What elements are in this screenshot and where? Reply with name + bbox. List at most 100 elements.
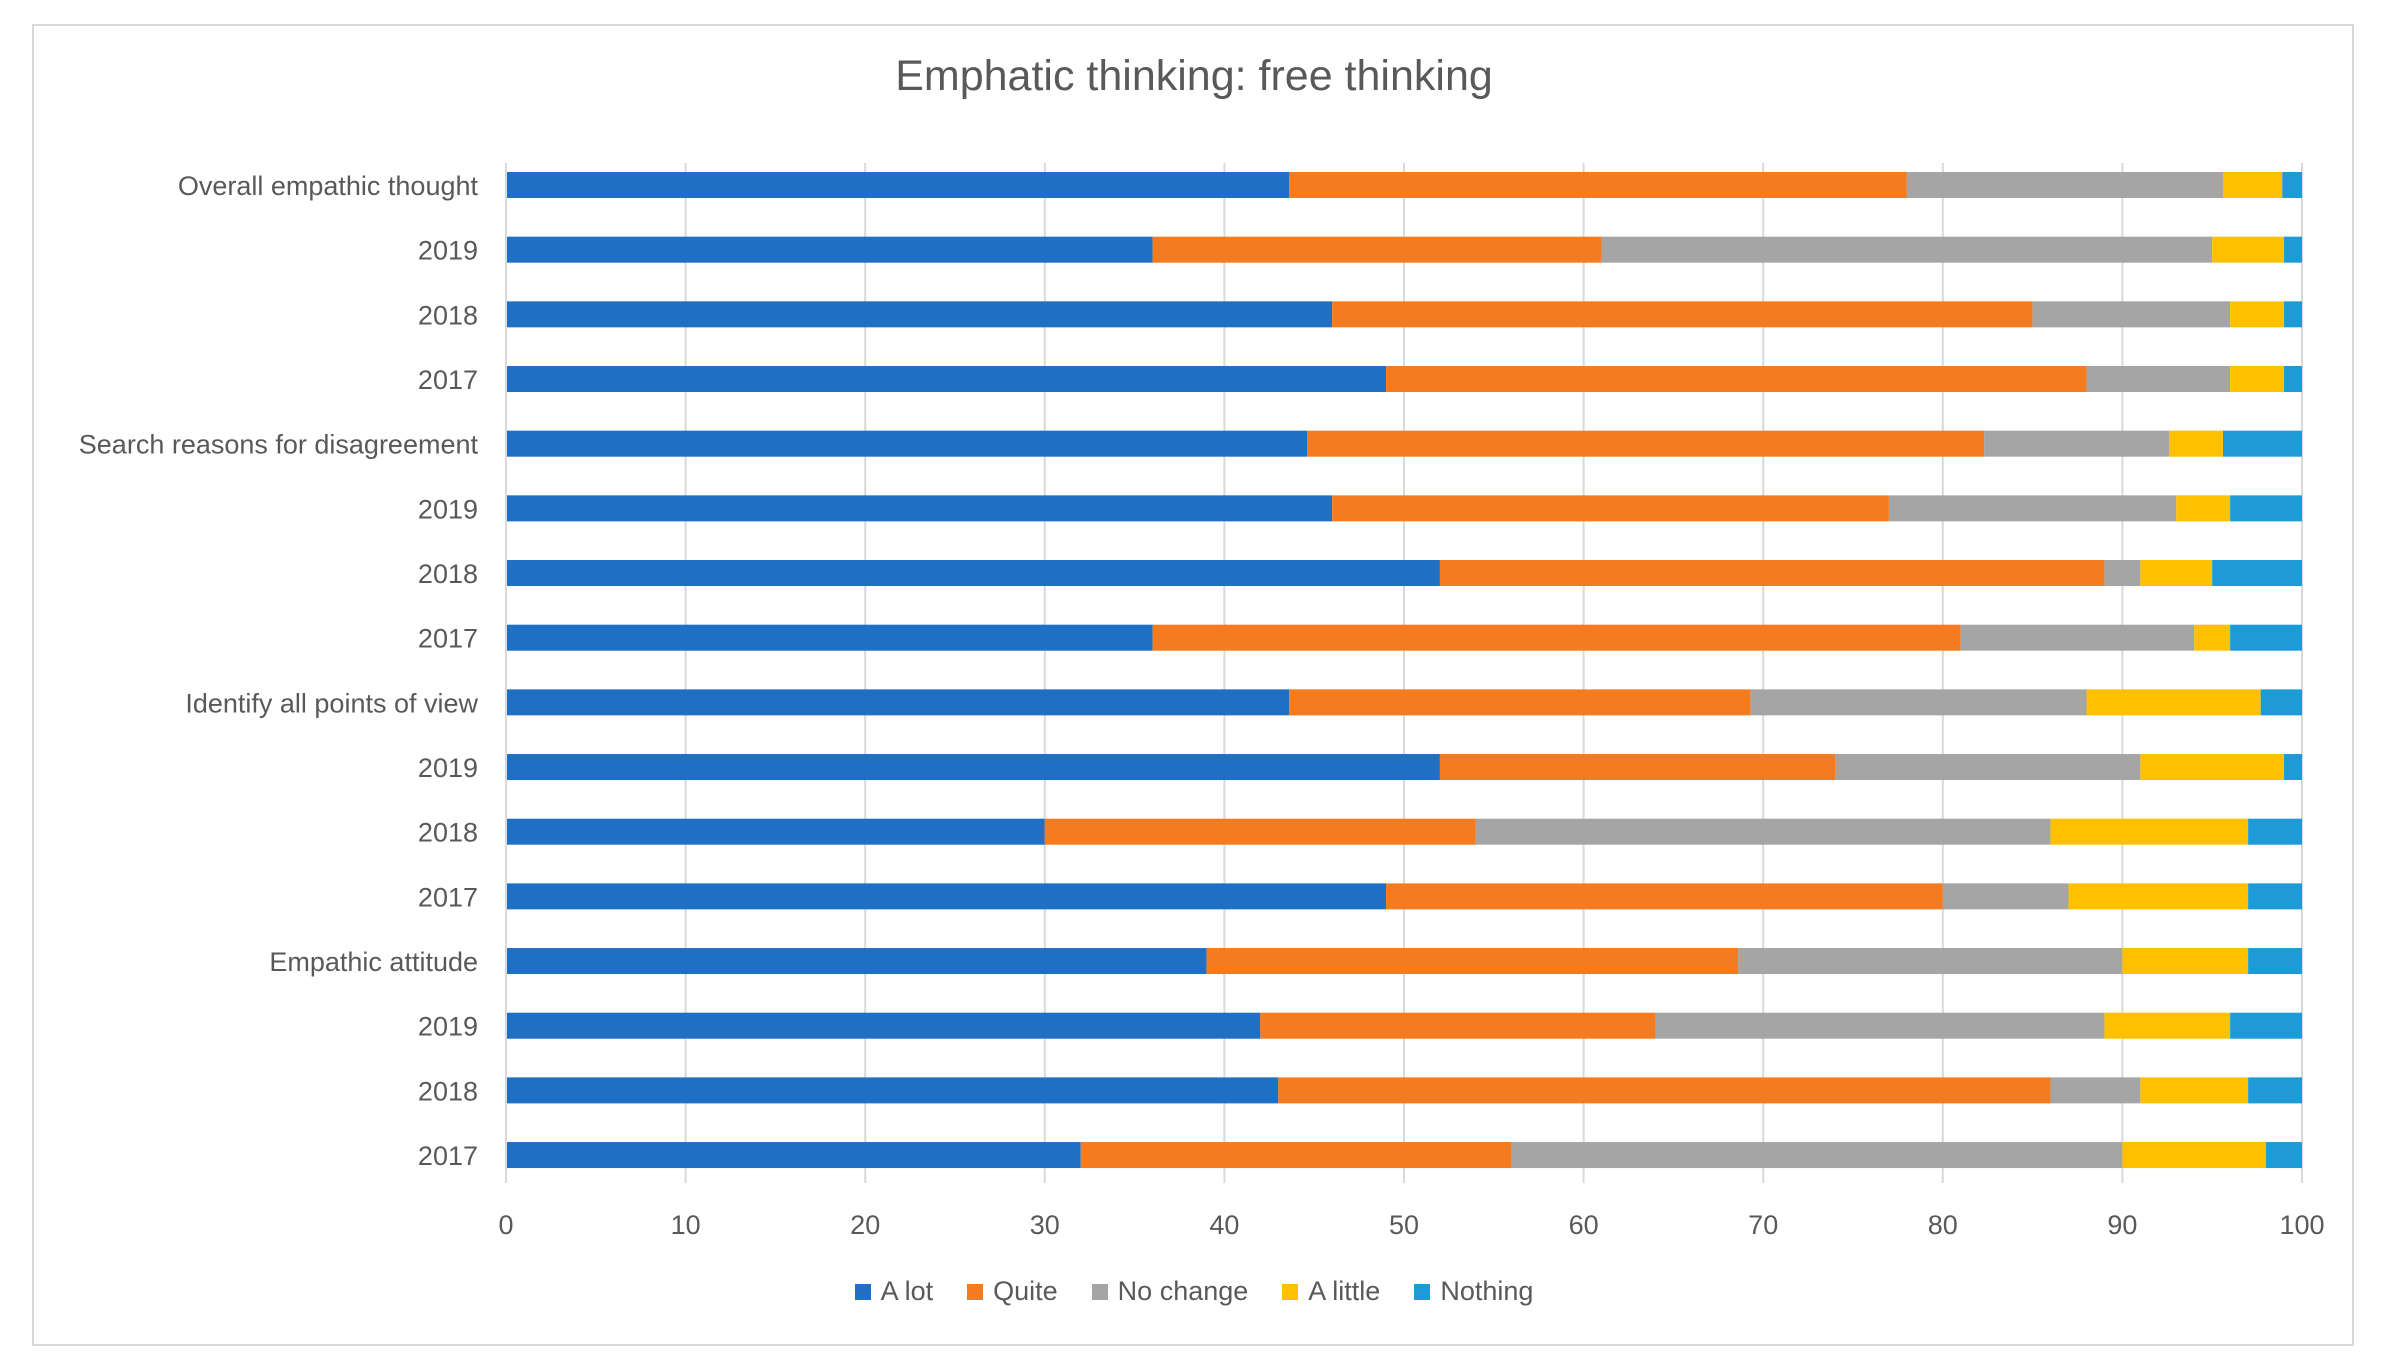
category-label: 2018 xyxy=(418,300,478,330)
x-tick-label: 20 xyxy=(850,1210,880,1240)
bar-segment-no-change xyxy=(1511,1142,2123,1169)
bar-segment-quite xyxy=(1439,560,2105,587)
bar-segment-nothing xyxy=(2248,818,2302,845)
bar-segment-nothing xyxy=(2222,430,2302,457)
bar-segment-no-change xyxy=(2086,366,2231,393)
legend-swatch xyxy=(854,1283,871,1300)
category-label: Identify all points of view xyxy=(185,688,478,718)
x-tick-label: 70 xyxy=(1748,1210,1778,1240)
bar-segment-a-lot xyxy=(506,1077,1279,1104)
legend-item: Quite xyxy=(967,1276,1058,1307)
legend-label: No change xyxy=(1117,1276,1249,1306)
axes: 0 10 20 30 40 50 60 70 80 90 100 Overall empathic t… xyxy=(79,163,2325,1240)
legend: A lot Quite No change A little Nothing xyxy=(0,1276,2388,1307)
bar-segment-a-lot xyxy=(506,818,1045,845)
category-label: 2017 xyxy=(418,624,478,654)
bar-segment-a-little xyxy=(2230,366,2285,393)
bar-segment-nothing xyxy=(2212,560,2302,587)
bar-segment-quite xyxy=(1386,883,1943,910)
bar-segment-a-little xyxy=(2212,236,2285,263)
category-label: 2018 xyxy=(418,818,478,848)
bar-segment-a-little xyxy=(2176,495,2231,522)
bar-segment-no-change xyxy=(1601,236,2213,263)
bar-segment-a-lot xyxy=(506,301,1333,328)
category-label: Search reasons for disagreement xyxy=(79,430,479,460)
bar-segment-quite xyxy=(1289,689,1751,716)
bar-segment-no-change xyxy=(1984,430,2170,457)
bar-segment-a-lot xyxy=(506,948,1207,975)
legend-swatch xyxy=(1091,1283,1108,1300)
bar-segment-quite xyxy=(1152,624,1961,651)
legend-swatch xyxy=(1414,1283,1431,1300)
bar-segment-a-little xyxy=(2068,883,2249,910)
bar-segment-no-change xyxy=(2032,301,2231,328)
legend-item: No change xyxy=(1091,1276,1249,1307)
x-tick-label: 30 xyxy=(1030,1210,1060,1240)
bar-segment-a-lot xyxy=(506,495,1333,522)
x-tick-label: 80 xyxy=(1928,1210,1958,1240)
bar-segment-quite xyxy=(1307,430,1985,457)
x-tick-label: 60 xyxy=(1569,1210,1599,1240)
category-label: 2019 xyxy=(418,236,478,266)
category-label: 2017 xyxy=(418,1141,478,1171)
bar-segment-nothing xyxy=(2266,1142,2302,1169)
bar-segment-a-lot xyxy=(506,689,1290,716)
bar-segment-a-little xyxy=(2169,430,2223,457)
bar-segment-no-change xyxy=(2050,1077,2141,1104)
bar-segment-a-lot xyxy=(506,754,1440,781)
x-tick-label: 40 xyxy=(1209,1210,1239,1240)
bar-segment-a-little xyxy=(2104,1012,2231,1039)
bar-segment-nothing xyxy=(2284,754,2302,781)
legend-label: Quite xyxy=(993,1276,1058,1306)
bar-segment-no-change xyxy=(1750,689,2087,716)
category-label: 2019 xyxy=(418,494,478,524)
bar-segment-a-lot xyxy=(506,560,1440,587)
bar-segment-nothing xyxy=(2248,948,2302,975)
bar-segment-quite xyxy=(1152,236,1602,263)
legend-item: A lot xyxy=(854,1276,933,1307)
bar-segment-a-little xyxy=(2050,818,2249,845)
legend-item: A little xyxy=(1282,1276,1380,1307)
category-label: Overall empathic thought xyxy=(178,171,479,201)
bar-segment-a-little xyxy=(2140,560,2213,587)
bar-segment-nothing xyxy=(2282,172,2302,198)
x-tick-label: 10 xyxy=(671,1210,701,1240)
bar-segment-no-change xyxy=(1475,818,2051,845)
bar-segment-no-change xyxy=(1942,883,2069,910)
bar-segment-no-change xyxy=(1906,172,2223,198)
bar-segment-quite xyxy=(1080,1142,1512,1169)
bar-segment-a-lot xyxy=(506,1012,1261,1039)
bar-segment-quite xyxy=(1386,366,2087,393)
legend-label: A little xyxy=(1308,1276,1381,1306)
category-label: 2017 xyxy=(418,365,478,395)
bar-segment-nothing xyxy=(2230,1012,2302,1039)
bar-segment-nothing xyxy=(2230,624,2302,651)
bar-segment-no-change xyxy=(1960,624,2195,651)
bar-segment-quite xyxy=(1278,1077,2051,1104)
legend-swatch xyxy=(967,1283,984,1300)
bar-segment-a-little xyxy=(2140,1077,2249,1104)
bar-segment-a-little xyxy=(2222,172,2283,198)
category-label: 2018 xyxy=(418,1076,478,1106)
category-label: 2019 xyxy=(418,753,478,783)
category-label: 2017 xyxy=(418,882,478,912)
legend-label: Nothing xyxy=(1440,1276,1534,1306)
bar-segment-a-lot xyxy=(506,172,1290,198)
bar-segment-quite xyxy=(1206,948,1739,975)
bar-segment-a-little xyxy=(2194,624,2231,651)
x-tick-label: 50 xyxy=(1389,1210,1419,1240)
bar-segment-nothing xyxy=(2260,689,2302,716)
category-label: 2019 xyxy=(418,1012,478,1042)
bar-segment-nothing xyxy=(2284,236,2302,263)
legend-swatch xyxy=(1282,1283,1299,1300)
bars xyxy=(506,172,2302,1169)
bar-segment-a-lot xyxy=(506,366,1387,393)
bar-segment-a-little xyxy=(2122,948,2249,975)
bar-segment-quite xyxy=(1260,1012,1656,1039)
bar-segment-quite xyxy=(1332,495,1889,522)
chart-title: Emphatic thinking: free thinking xyxy=(895,52,1493,100)
bar-segment-a-little xyxy=(2140,754,2285,781)
bar-segment-nothing xyxy=(2248,1077,2302,1104)
bar-segment-nothing xyxy=(2284,301,2302,328)
